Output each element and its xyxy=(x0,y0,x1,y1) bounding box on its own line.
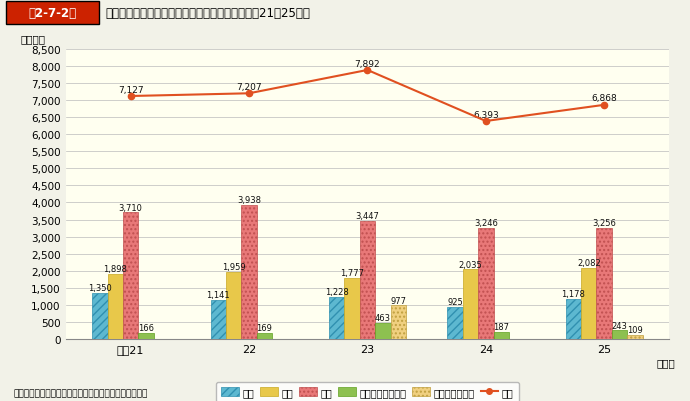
Text: 2,082: 2,082 xyxy=(577,258,601,267)
Bar xyxy=(627,335,642,339)
Bar xyxy=(210,300,226,339)
Text: 169: 169 xyxy=(257,323,273,332)
Text: 1,228: 1,228 xyxy=(325,287,348,296)
Bar xyxy=(241,205,257,339)
Text: 6,868: 6,868 xyxy=(591,94,617,103)
Text: （年）: （年） xyxy=(657,358,676,368)
Text: （件数）: （件数） xyxy=(20,34,46,45)
Bar xyxy=(581,268,596,339)
Bar xyxy=(596,228,612,339)
Text: 1,178: 1,178 xyxy=(562,289,585,298)
Text: 7,207: 7,207 xyxy=(236,83,262,92)
Bar xyxy=(612,330,627,339)
Bar xyxy=(447,308,463,339)
Bar xyxy=(359,222,375,339)
Legend: 火災, 救助, 救急, 情報収集・輸送等, 緊急消防援助隊, 合計: 火災, 救助, 救急, 情報収集・輸送等, 緊急消防援助隊, 合計 xyxy=(216,382,519,401)
Bar xyxy=(566,299,581,339)
Bar xyxy=(257,333,272,339)
Text: 3,246: 3,246 xyxy=(474,219,497,228)
Text: 925: 925 xyxy=(447,298,463,307)
Bar xyxy=(463,270,478,339)
Text: 3,938: 3,938 xyxy=(237,195,261,204)
Text: 1,141: 1,141 xyxy=(206,290,230,299)
Bar xyxy=(92,293,108,339)
FancyBboxPatch shape xyxy=(6,2,99,25)
Bar xyxy=(329,297,344,339)
Bar xyxy=(391,306,406,339)
Text: 1,898: 1,898 xyxy=(104,265,127,273)
Text: 7,127: 7,127 xyxy=(118,85,144,94)
Bar xyxy=(375,323,391,339)
Text: 243: 243 xyxy=(611,321,627,330)
Text: 187: 187 xyxy=(493,323,509,332)
Bar xyxy=(108,274,123,339)
Text: 1,777: 1,777 xyxy=(340,269,364,277)
Text: （備考）「消防防災・震災対策等現況調査」により作成: （備考）「消防防災・震災対策等現況調査」により作成 xyxy=(14,388,148,397)
Text: 6,393: 6,393 xyxy=(473,110,499,119)
Text: 1,350: 1,350 xyxy=(88,283,112,292)
Text: 3,256: 3,256 xyxy=(592,219,616,227)
Text: 3,710: 3,710 xyxy=(119,203,143,212)
Bar xyxy=(123,213,139,339)
Bar xyxy=(139,333,154,339)
Bar xyxy=(344,278,359,339)
Bar xyxy=(226,272,241,339)
Text: 7,892: 7,892 xyxy=(355,59,380,69)
Text: 消防防災ヘリコプターによる災害出動状況（平成21〜25年）: 消防防災ヘリコプターによる災害出動状況（平成21〜25年） xyxy=(106,7,310,20)
Text: 109: 109 xyxy=(627,325,643,334)
Text: 3,447: 3,447 xyxy=(355,212,380,221)
Text: 2,035: 2,035 xyxy=(459,260,482,269)
Text: 977: 977 xyxy=(391,296,406,305)
Text: 166: 166 xyxy=(138,323,154,332)
Text: 1,959: 1,959 xyxy=(222,263,246,271)
Text: 463: 463 xyxy=(375,313,391,322)
Bar xyxy=(493,332,509,339)
Text: 第2-7-2図: 第2-7-2図 xyxy=(28,7,76,20)
Bar xyxy=(478,229,493,339)
